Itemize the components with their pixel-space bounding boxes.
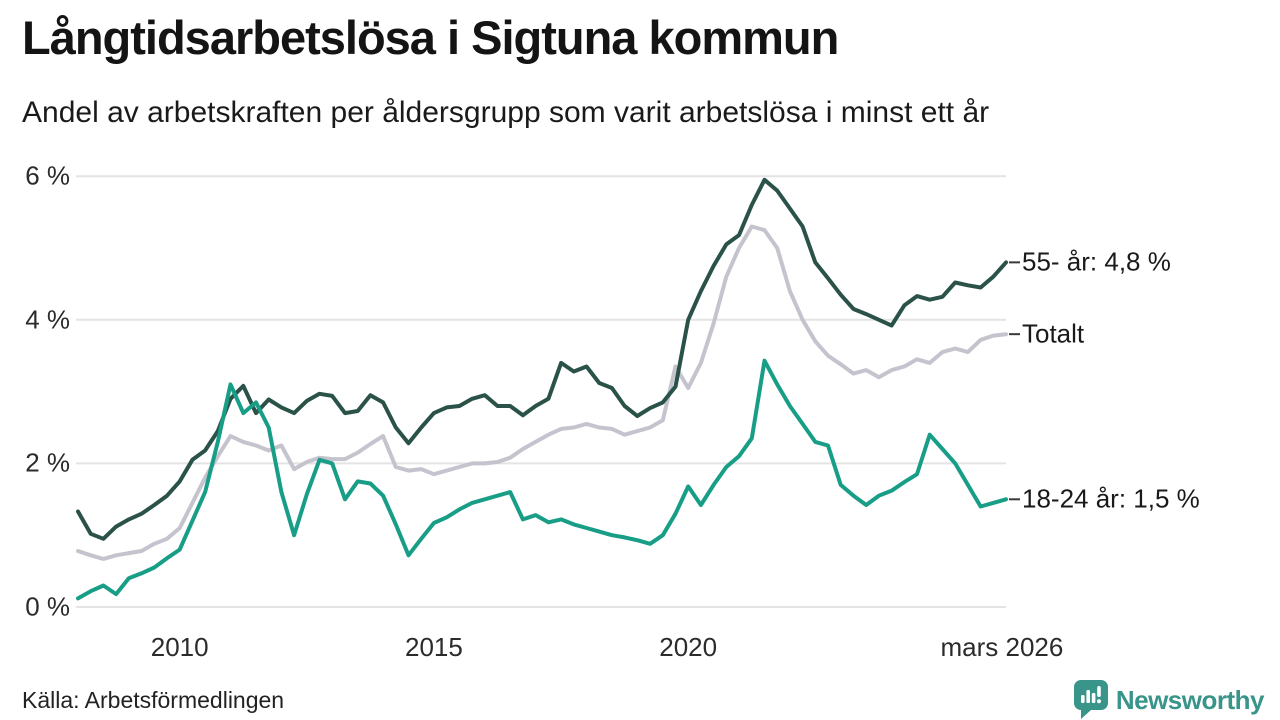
x-axis-tick-label: 2010 <box>150 632 209 662</box>
page-subtitle: Andel av arbetskraften per åldersgrupp s… <box>22 96 990 129</box>
series-end-label-55plus: 55- år: 4,8 % <box>1022 246 1171 277</box>
newsworthy-logo: Newsworthy <box>1073 680 1265 720</box>
series-end-label-totalt: Totalt <box>1022 318 1085 349</box>
series-line-totalt <box>76 224 1008 561</box>
x-axis-tick-label: mars 2026 <box>940 632 1064 662</box>
page-title: Långtidsarbetslösa i Sigtuna kommun <box>22 11 839 64</box>
y-axis-tick-label: 4 % <box>25 304 70 335</box>
y-axis-tick-label: 6 % <box>25 160 70 191</box>
x-axis-tick-label: 2020 <box>659 632 718 662</box>
y-axis-tick-label: 0 % <box>25 591 70 622</box>
series-end-label-18-24: 18-24 år: 1,5 % <box>1022 483 1200 514</box>
y-axis-tick-label: 2 % <box>25 447 70 478</box>
series-line-1824 <box>76 358 1008 601</box>
source-text: Källa: Arbetsförmedlingen <box>22 687 285 713</box>
newsworthy-logo-icon <box>1073 680 1108 719</box>
series-line-55plus <box>76 177 1008 541</box>
newsworthy-wordmark: Newsworthy <box>1115 684 1265 715</box>
x-axis-tick-label: 2015 <box>405 632 463 662</box>
